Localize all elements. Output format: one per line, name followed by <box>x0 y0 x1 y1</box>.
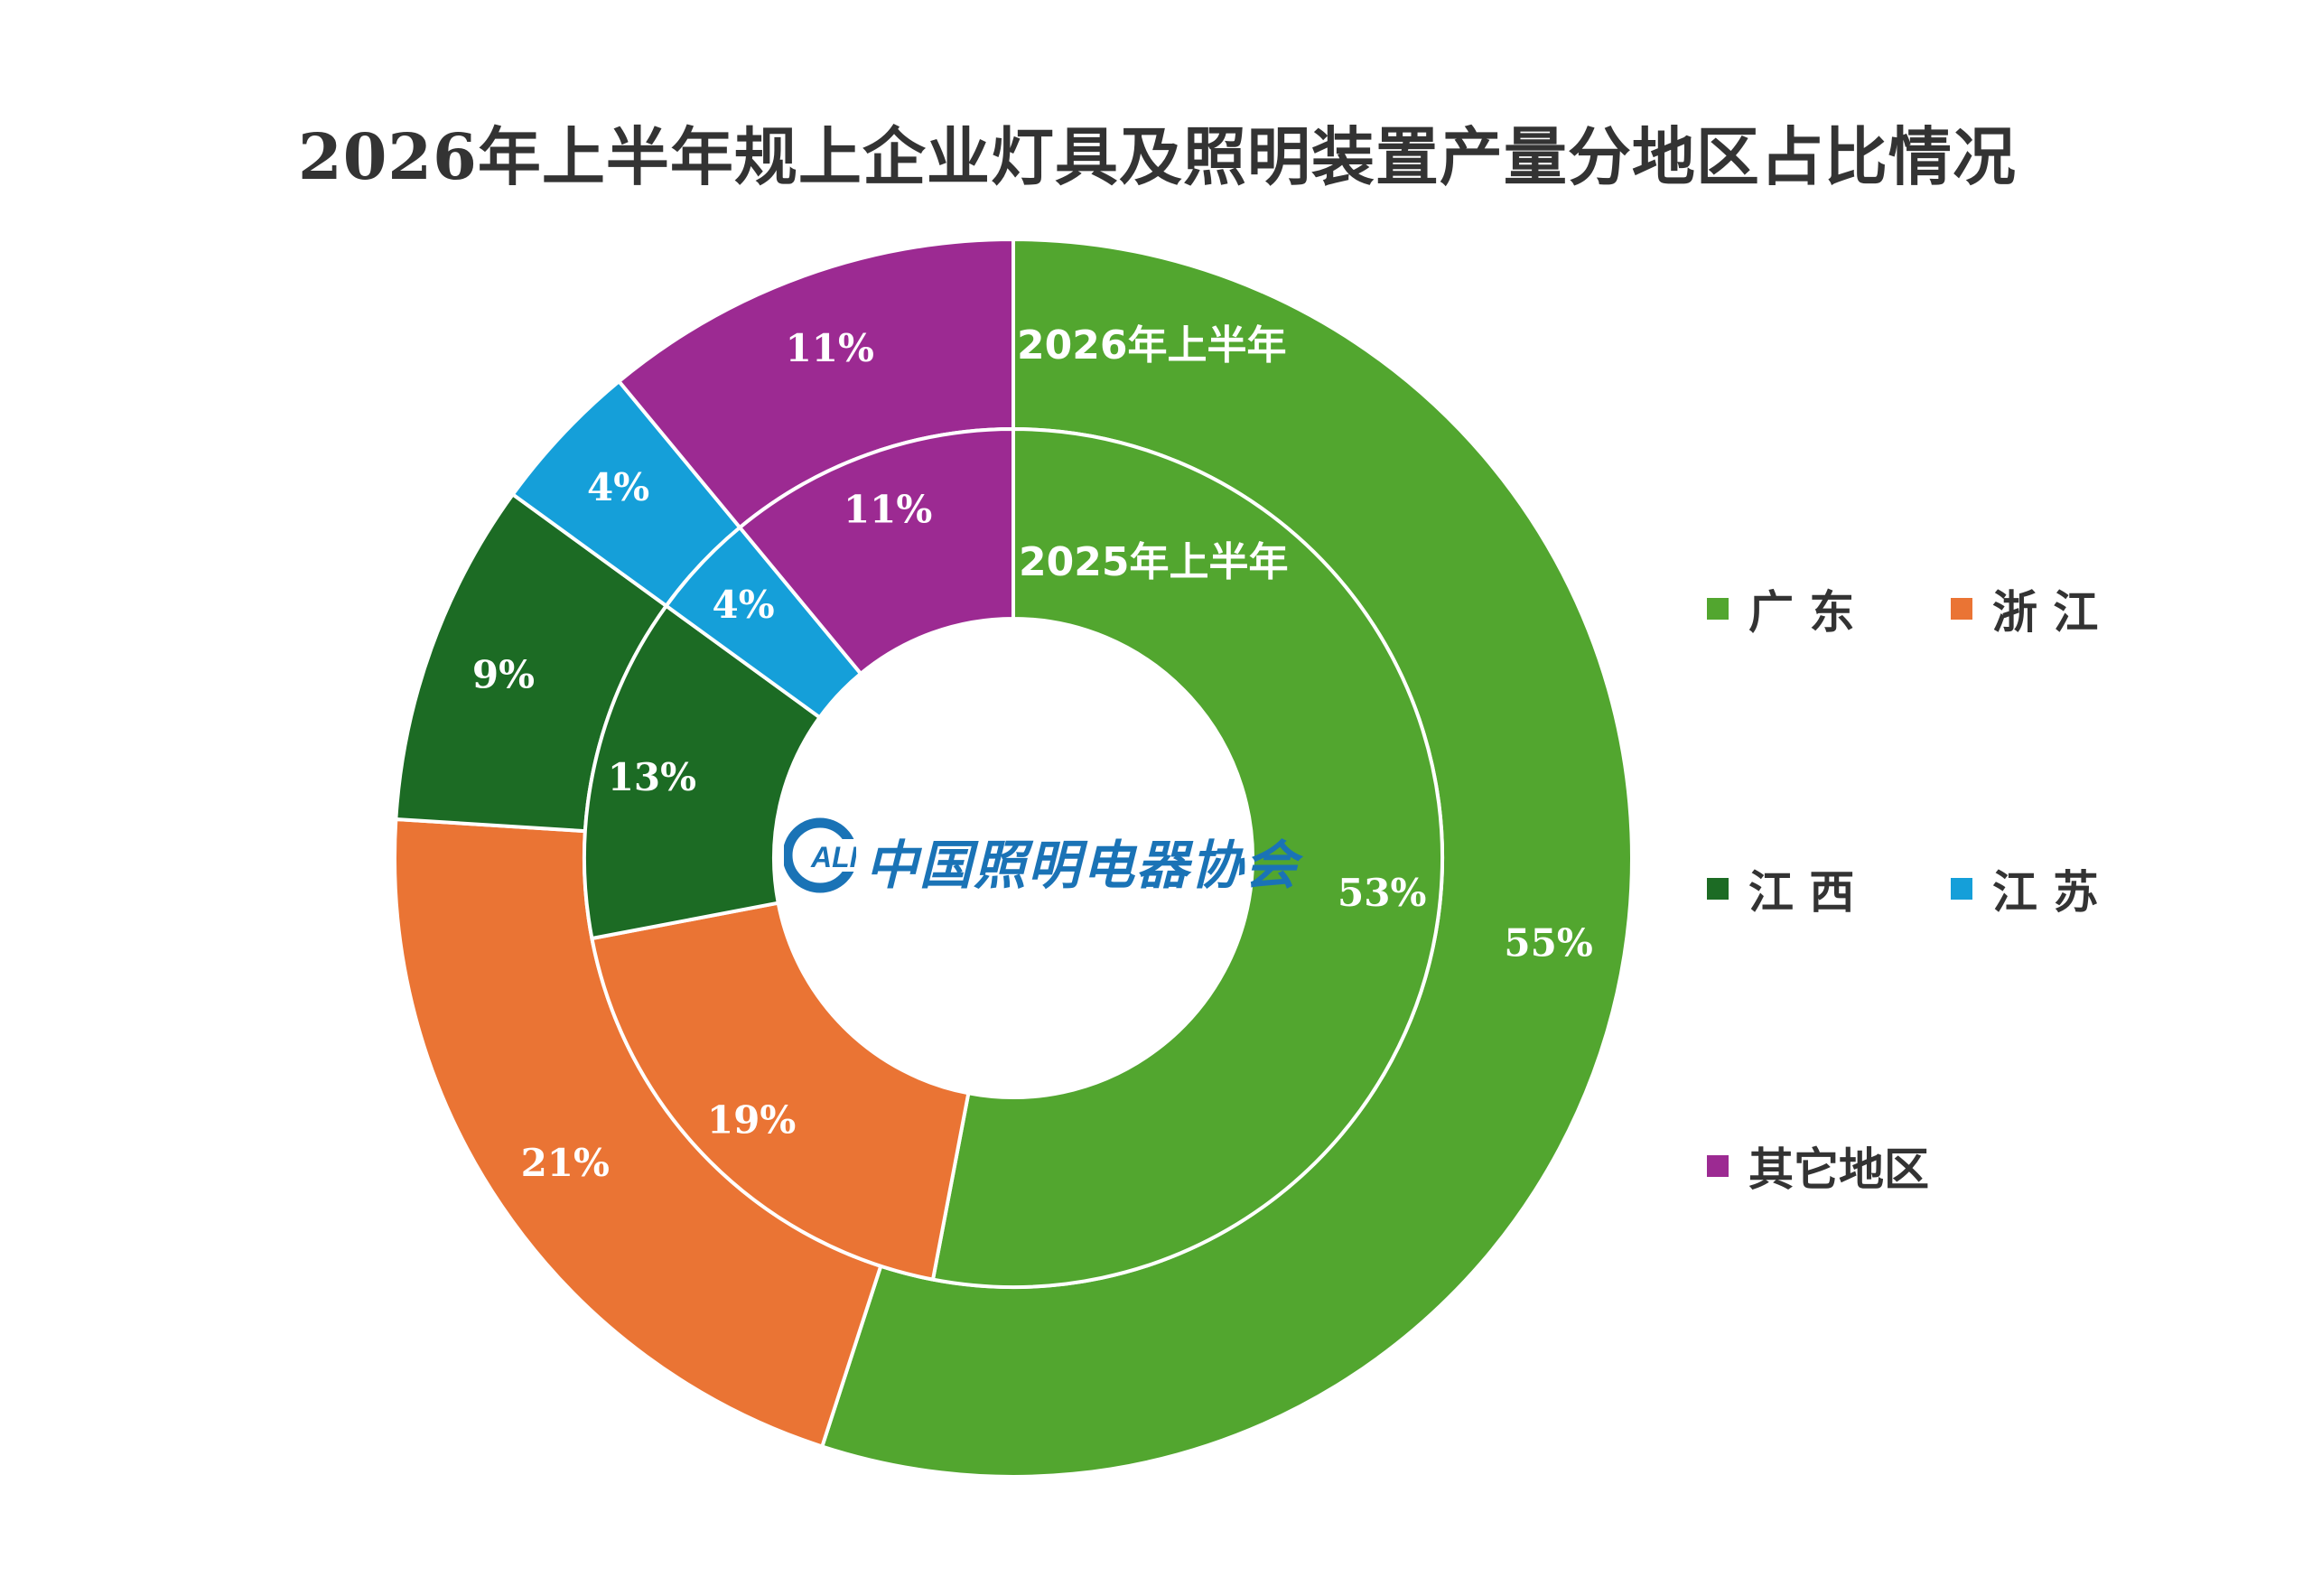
legend-label-guangdong: 广 东 <box>1748 585 1855 639</box>
inner-ring-2025 <box>583 426 1444 1289</box>
outer-label-jiangxi: 9% <box>472 652 535 696</box>
outer-label-guangdong: 55% <box>1504 920 1592 965</box>
legend-item-guangdong: 广 东 <box>1707 576 1854 641</box>
legend-label-zhejiang: 浙 江 <box>1992 585 2099 639</box>
donut-center <box>774 619 1253 1097</box>
legend-item-jiangxi: 江 西 <box>1707 856 1854 921</box>
chart-title: 2026年上半年规上企业灯具及照明装置产量分地区占比情况 <box>298 119 2017 194</box>
legend-swatch-jiangsu <box>1951 878 1972 900</box>
inner-label-zhejiang: 19% <box>707 1097 796 1142</box>
outer-label-other: 11% <box>786 326 874 370</box>
legend-swatch-guangdong <box>1707 598 1729 620</box>
outer-ring-2026 <box>393 237 1634 1479</box>
slice-labels: 53% 19% 13% 4% 11% 55% 21% 9% 4% 11% <box>472 326 1593 1185</box>
inner-label-guangdong: 53% <box>1338 871 1426 915</box>
outer-label-zhejiang: 21% <box>521 1141 610 1185</box>
legend-label-other: 其它地区 <box>1748 1143 1929 1196</box>
legend: 广 东 浙 江 江 西 江 苏 其它地区 <box>1707 560 2177 1196</box>
inner-label-jiangsu: 4% <box>713 583 775 627</box>
cali-logo-mark: ALI <box>810 841 856 873</box>
cali-logo-text: 中国照明电器协会 <box>865 835 1300 896</box>
legend-swatch-zhejiang <box>1951 598 1972 620</box>
cali-logo-icon: ALI <box>784 817 856 893</box>
legend-item-other: 其它地区 <box>1707 1134 1929 1199</box>
legend-swatch-other <box>1707 1155 1729 1177</box>
legend-item-jiangsu: 江 苏 <box>1951 856 2098 921</box>
inner-label-jiangxi: 13% <box>608 755 696 799</box>
inner-series-label: 2025年上半年 <box>1019 539 1288 585</box>
legend-item-zhejiang: 浙 江 <box>1951 576 2098 641</box>
cali-logo: ALI 中国照明电器协会 <box>784 817 1297 896</box>
legend-label-jiangsu: 江 苏 <box>1992 865 2099 919</box>
inner-label-other: 11% <box>844 488 932 532</box>
legend-label-jiangxi: 江 西 <box>1748 865 1855 919</box>
outer-label-jiangsu: 4% <box>587 465 649 509</box>
legend-swatch-jiangxi <box>1707 878 1729 900</box>
outer-series-label: 2026年上半年 <box>1017 322 1286 369</box>
